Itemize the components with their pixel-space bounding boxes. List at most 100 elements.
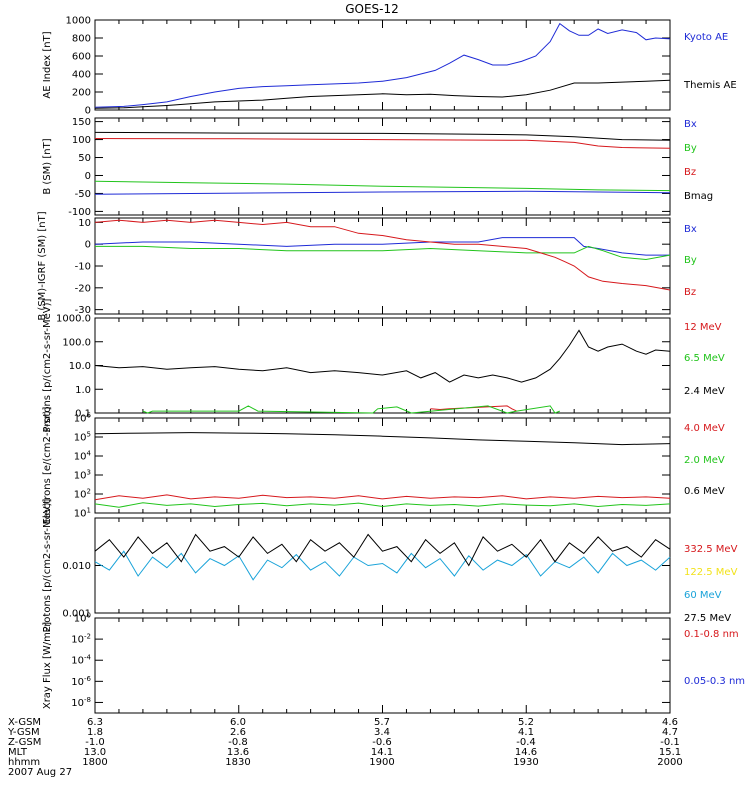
y-tick-label: 150 <box>72 117 91 128</box>
legend-entry: Themis AE <box>683 80 737 91</box>
x-axis-value: 15.1 <box>659 747 681 758</box>
y-tick-label: 400 <box>72 70 91 81</box>
series-line-6-5-mev <box>142 405 560 414</box>
x-axis-row-label: X-GSM <box>8 717 41 728</box>
y-tick-label: 200 <box>72 88 91 99</box>
legend-entry: 27.5 MeV <box>684 613 731 624</box>
y-tick-label: 101 <box>74 507 91 520</box>
series-line-bx <box>94 237 670 256</box>
series-line-themis-ae <box>94 79 671 109</box>
panel-protons-hepad: 0.001 0.010 Protons [p/(cm2-s-sr-MeV)] 332.… <box>42 498 738 632</box>
x-axis-value: 2.6 <box>230 727 246 738</box>
legend-entry: 2.0 MeV <box>684 455 725 466</box>
x-axis-row-label: MLT <box>8 747 28 758</box>
panel-electrons: 101 102 103 104 105 106 Electrons [e/(cm2-s-sr… <box>42 406 725 524</box>
legend-entry: 60 MeV <box>684 590 722 601</box>
y-tick-label: 106 <box>74 412 92 425</box>
y-tick-label: 0 <box>85 171 91 182</box>
panel-xray-flux: 10-8 10-6 10-4 10-2 100 Xray Flux [W/m2] 0.1-0… <box>42 612 745 714</box>
y-axis-label: AE Index [nT] <box>42 31 53 98</box>
x-axis-value: 13.6 <box>227 747 249 758</box>
y-tick-label: -50 <box>75 189 91 200</box>
y-tick-label: 10-8 <box>71 696 91 709</box>
y-tick-label: 800 <box>72 34 91 45</box>
x-axis-value: 4.1 <box>518 727 534 738</box>
y-axis-label: Electrons [e/(cm2-s-sr)] <box>42 406 53 524</box>
panel-ae-index: 0 200 400 600 800 1000 AE Index [nT] Kyoto AE Th… <box>42 16 737 117</box>
series-line-bz <box>94 138 671 149</box>
series-line-12-mev <box>430 405 517 412</box>
x-axis-value: 13.0 <box>84 747 106 758</box>
legend-entry: Bx <box>684 224 697 235</box>
y-tick-label: 0 <box>85 240 91 251</box>
legend-entry: 0.6 MeV <box>684 486 725 497</box>
x-axis-value: 3.4 <box>374 727 390 738</box>
y-tick-label: 10-4 <box>71 654 91 667</box>
x-axis-value: -0.6 <box>372 737 392 748</box>
legend-entry: 122.5 MeV <box>684 567 738 578</box>
legend-entry: Kyoto AE <box>684 32 728 43</box>
x-axis-value: 14.6 <box>515 747 537 758</box>
y-tick-label: 100 <box>72 135 91 146</box>
series-line-by <box>95 245 671 261</box>
x-axis-value: 1930 <box>513 757 538 768</box>
legend-entry: 12 MeV <box>684 322 722 333</box>
legend-entry: Bz <box>684 167 696 178</box>
series-line-bmag <box>94 131 671 141</box>
series-line-2-0-mev <box>94 502 671 508</box>
x-axis-value: 1830 <box>225 757 250 768</box>
legend-entry: Bmag <box>684 191 713 202</box>
legend-entry: 0.05-0.3 nm <box>684 676 745 687</box>
legend-entry: 6.5 MeV <box>684 353 725 364</box>
series-line-60-mev <box>94 550 671 581</box>
panel-frame <box>94 317 671 414</box>
y-tick-label: 50 <box>78 153 91 164</box>
legend-entry: 2.4 MeV <box>684 386 725 397</box>
x-axis-value: 4.6 <box>662 717 678 728</box>
y-axis-label: B (SM)-IGRF (SM) [nT] <box>37 211 48 320</box>
legend-entry: Bz <box>684 287 696 298</box>
y-tick-label: 10-6 <box>71 675 91 688</box>
x-axis-value: -0.1 <box>660 737 680 748</box>
x-axis-row-label: hhmm <box>8 757 40 768</box>
x-axis-value: -1.0 <box>85 737 105 748</box>
series-line-kyoto-ae <box>94 22 671 108</box>
panel-frame <box>94 617 671 714</box>
x-axis-value: 6.3 <box>87 717 103 728</box>
x-axis-value: 1900 <box>369 757 394 768</box>
x-axis-value: -0.4 <box>516 737 536 748</box>
panel-frame <box>94 517 671 614</box>
series-line-2-4-mev <box>94 329 671 383</box>
y-tick-label: 104 <box>74 450 92 463</box>
series-line-4-0-mev <box>94 494 671 501</box>
y-tick-label: 1.0 <box>75 385 91 396</box>
legend-entry: Bx <box>684 119 697 130</box>
y-tick-label: 10-2 <box>71 633 91 646</box>
series-line-27-5-mev <box>94 533 671 567</box>
y-axis-label: B (SM) [nT] <box>42 138 53 194</box>
plot-title: GOES-12 <box>345 2 399 16</box>
x-axis-value: 5.7 <box>374 717 390 728</box>
y-tick-label: 10 <box>78 218 91 229</box>
series-line-bx <box>94 190 671 195</box>
y-tick-label: -10 <box>75 262 91 273</box>
date-label: 2007 Aug 27 <box>8 767 72 778</box>
y-axis-label: Xray Flux [W/m2] <box>42 622 53 709</box>
x-axis-value: 5.2 <box>518 717 534 728</box>
series-line-by <box>94 180 671 192</box>
series-line-bz <box>94 219 671 291</box>
x-axis-value: 1800 <box>82 757 107 768</box>
panel-b-sm: -100 -50 0 50 100 150 B (SM) [nT] Bx By Bz Bmag <box>42 117 713 218</box>
x-axis-value: -0.8 <box>228 737 248 748</box>
series-line-0-6-mev <box>94 432 671 446</box>
y-tick-label: 1000.0 <box>56 314 91 325</box>
x-axis-row-label: Y-GSM <box>7 727 40 738</box>
y-tick-label: 105 <box>74 431 91 444</box>
y-tick-label: 102 <box>74 488 91 501</box>
y-tick-label: -100 <box>68 207 91 218</box>
legend-entry: 4.0 MeV <box>684 423 725 434</box>
y-tick-label: -30 <box>75 305 91 316</box>
panel-frame <box>94 217 671 315</box>
